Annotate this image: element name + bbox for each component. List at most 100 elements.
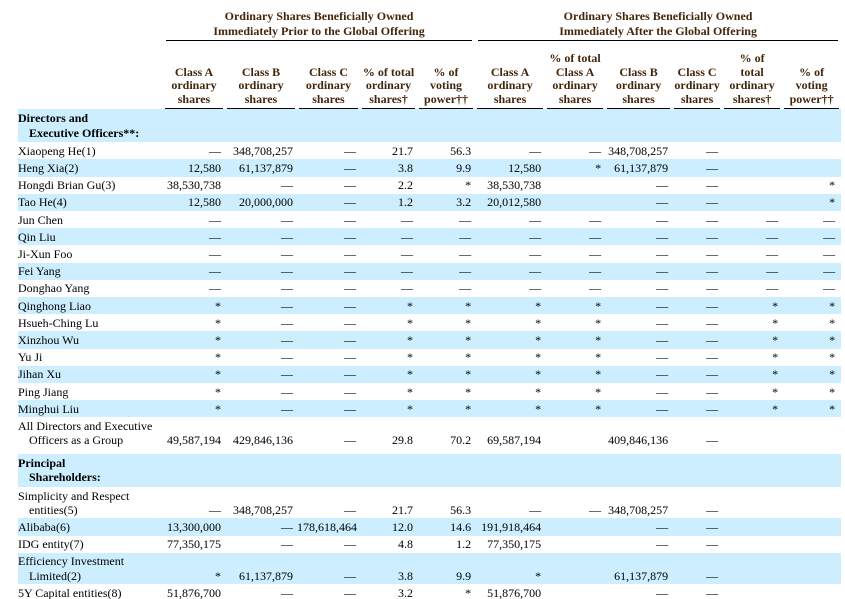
table-row: Ji-Xun Foo — — — — — — — — — — —: [18, 245, 841, 262]
cell-after-pct-voting: —: [782, 228, 842, 246]
section-header-row: Principal Shareholders:: [18, 453, 842, 488]
cell-prior-pct-total: 29.8: [392, 433, 413, 448]
cell-prior-class-c-shares: —: [297, 365, 360, 384]
cell-prior-class-a-shares: *: [163, 400, 225, 418]
row-label: 5Y Capital entities(8): [18, 585, 122, 599]
cell-after-pct-voting: [782, 552, 842, 585]
cell-after-class-c-shares: —: [706, 537, 719, 552]
cell-prior-class-c-shares: —: [297, 193, 360, 211]
table-row: Jun Chen — — — — — — — — — — —: [18, 211, 841, 228]
cell-prior-pct-total: *: [407, 350, 413, 365]
row-label: Jihan Xu: [18, 365, 163, 384]
cell-prior-pct-total: *: [360, 297, 417, 315]
cell-prior-class-a-shares: —: [209, 502, 221, 517]
cell-prior-class-a-shares: 51,876,700: [167, 585, 221, 599]
cell-after-pct-total: [722, 552, 783, 585]
row-label: Xiaopeng He(1): [18, 143, 96, 158]
cell-prior-class-b-shares: 429,846,136: [233, 433, 293, 448]
cell-after-class-c-shares: —: [706, 143, 719, 158]
cell-after-class-b-shares: —: [605, 297, 673, 315]
cell-after-class-a-shares: 12,580: [475, 159, 546, 177]
cell-after-class-a-shares: 69,587,194: [487, 433, 542, 448]
cell-after-pct-voting: [782, 417, 841, 448]
cell-prior-class-c-shares: 178,618,464: [297, 518, 360, 536]
cell-prior-pct-total: *: [360, 331, 417, 349]
cell-after-class-c-shares: —: [672, 193, 723, 211]
cell-prior-pct-total: *: [407, 315, 413, 330]
cell-after-pct-class-a: [545, 177, 605, 194]
table-row: Yu Ji * — — * * * * — — * *: [18, 349, 841, 366]
spacer-cell: [18, 448, 842, 454]
cell-after-pct-voting: —: [823, 212, 836, 227]
cell-prior-class-c-shares: —: [297, 297, 360, 315]
cell-prior-pct-voting: 9.9: [417, 552, 476, 585]
cell-after-pct-class-a: *: [545, 297, 606, 315]
cell-after-class-c-shares: —: [672, 297, 723, 315]
cell-after-class-b-shares: —: [656, 350, 669, 365]
cell-after-class-a-shares: *: [475, 365, 546, 384]
cell-prior-pct-voting: *: [465, 384, 472, 399]
table-body: Directors and Executive Officers**: Xiaope…: [18, 109, 842, 599]
cell-after-pct-voting: —: [782, 262, 842, 280]
table-row: Hsueh-Ching Lu * — — * * * * — — * *: [18, 314, 841, 331]
cell-after-pct-total: *: [722, 331, 783, 349]
section-title: Directors and Executive Officers**:: [18, 109, 842, 143]
cell-after-class-b-shares: —: [656, 246, 669, 261]
cell-prior-pct-total: 21.7: [392, 143, 413, 158]
cell-after-pct-class-a: *: [545, 365, 606, 384]
cell-after-pct-class-a: [545, 417, 605, 448]
table-row: Xinzhou Wu * — — * * * * — — * *: [18, 331, 842, 349]
table-row: All Directors and Executive Officers as a…: [18, 417, 841, 448]
table-row: Heng Xia(2) 12,580 61,137,879—3.8 9.9 12,580…: [18, 159, 842, 177]
cell-prior-class-c-shares: —: [297, 400, 360, 418]
row-label: Hsueh-Ching Lu: [18, 315, 99, 330]
cell-after-class-c-shares: —: [706, 281, 719, 296]
cell-after-class-b-shares: —: [605, 193, 673, 211]
row-label: Xinzhou Wu: [18, 331, 163, 349]
cell-prior-pct-voting: *: [465, 315, 472, 330]
cell-prior-pct-voting: 14.6: [417, 518, 476, 536]
section-header-row: Directors and Executive Officers**:: [18, 109, 842, 143]
cell-after-pct-class-a: —: [589, 143, 602, 158]
cell-after-pct-class-a: *: [545, 331, 606, 349]
cell-after-pct-class-a: *: [545, 400, 606, 418]
table-row: Tao He(4) 12,580 20,000,000—1.2 3.2 20,012,5…: [18, 193, 842, 211]
cell-prior-class-c-shares: —: [344, 315, 356, 330]
cell-prior-class-b-shares: —: [281, 212, 293, 227]
cell-after-pct-total: —: [722, 228, 783, 246]
cell-after-class-a-shares: *: [475, 400, 546, 418]
cell-after-pct-total: —: [766, 212, 779, 227]
table-row: Ping Jiang * — — * * * * — — * *: [18, 383, 841, 400]
row-label: Alibaba(6): [18, 518, 163, 536]
cell-prior-class-b-shares: —: [225, 262, 297, 280]
row-label: Efficiency Investment Limited(2): [18, 552, 163, 585]
cell-after-pct-total: [722, 159, 783, 177]
cell-after-class-b-shares: 348,708,257: [608, 502, 669, 517]
section-title: Principal Shareholders:: [18, 453, 842, 488]
cell-after-pct-total: *: [772, 350, 779, 365]
cell-after-class-b-shares: —: [656, 384, 669, 399]
cell-prior-class-a-shares: —: [163, 228, 225, 246]
cell-after-class-a-shares: —: [475, 228, 546, 246]
cell-after-pct-total: [722, 142, 782, 159]
cell-after-class-c-shares: —: [706, 178, 719, 193]
cell-prior-pct-voting: *: [465, 585, 472, 599]
cell-after-pct-total: *: [772, 315, 779, 330]
cell-prior-class-a-shares: *: [163, 552, 225, 585]
cell-prior-class-b-shares: —: [281, 315, 293, 330]
cell-prior-class-c-shares: —: [344, 384, 356, 399]
cell-after-class-c-shares: —: [672, 400, 723, 418]
cell-prior-class-b-shares: —: [281, 537, 293, 552]
cell-after-pct-total: [722, 584, 782, 599]
cell-after-pct-class-a: —: [545, 262, 606, 280]
cell-after-class-a-shares: *: [535, 315, 542, 330]
table-row: Efficiency Investment Limited(2) * 61,137,8…: [18, 552, 842, 585]
cell-after-pct-voting: *: [829, 178, 836, 193]
label-column-header: [18, 41, 163, 109]
cell-after-pct-class-a: *: [595, 315, 602, 330]
cell-prior-pct-voting: —: [459, 212, 472, 227]
cell-prior-pct-voting: 9.9: [417, 159, 476, 177]
cell-prior-class-a-shares: —: [209, 246, 221, 261]
